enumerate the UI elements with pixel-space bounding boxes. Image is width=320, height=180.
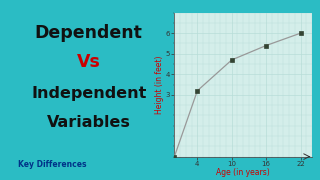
Text: Vs: Vs (77, 53, 101, 71)
Text: Variables: Variables (47, 115, 131, 130)
Text: Key Differences: Key Differences (18, 160, 86, 169)
Text: Independent: Independent (31, 86, 147, 101)
Y-axis label: Height (in feet): Height (in feet) (155, 55, 164, 114)
Text: Dependent: Dependent (35, 24, 143, 42)
X-axis label: Age (in years): Age (in years) (216, 168, 270, 177)
